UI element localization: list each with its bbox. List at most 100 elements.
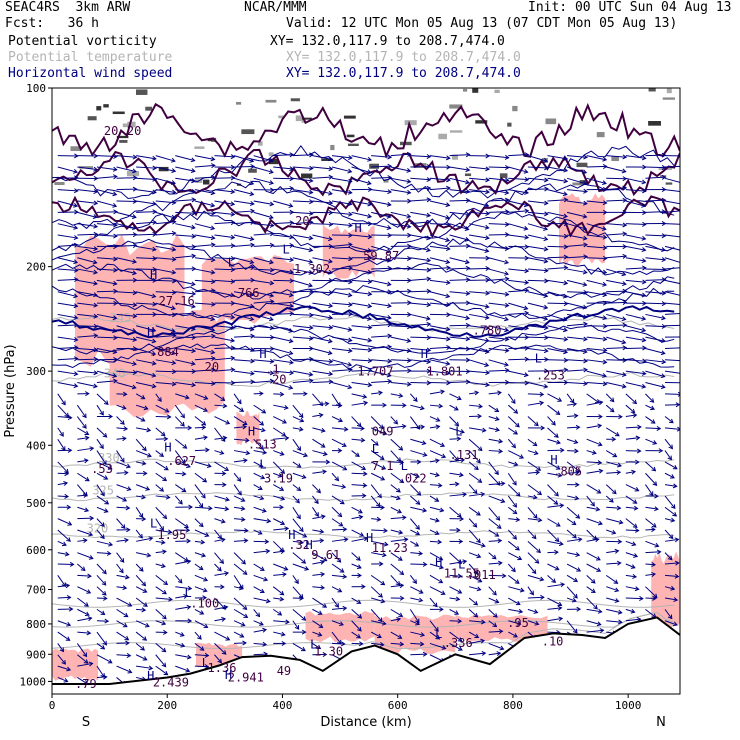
wind-arrowhead-1194	[263, 576, 269, 582]
wind-arrowhead-584	[230, 355, 236, 361]
wind-arrowhead-1234	[418, 589, 424, 594]
wind-arrow-1119	[664, 538, 679, 542]
wind-arrow-432	[371, 302, 392, 307]
wind-arrow-903	[194, 472, 207, 483]
wind-arrow-1121	[77, 552, 94, 559]
wind-arrowhead-186	[582, 213, 588, 219]
wind-arrow-1042	[409, 518, 420, 530]
wind-arrowhead-344	[544, 268, 549, 273]
wind-arrow-255	[664, 234, 680, 238]
wind-arrow-502	[488, 325, 509, 332]
wind-arrowhead-805	[163, 436, 169, 442]
wind-arrow-624	[371, 370, 391, 377]
wind-arrow-404	[449, 291, 470, 295]
wind-arrow-861	[625, 450, 641, 452]
wind-arrowhead-1128	[219, 559, 224, 565]
wind-arrowhead-485	[170, 328, 176, 334]
wind-arrowhead-1033	[240, 516, 246, 522]
wind-arrowhead-933	[159, 487, 165, 492]
wind-arrowhead-1344	[86, 630, 92, 636]
wind-arrow-248	[527, 234, 548, 240]
wind-arrow-1344	[77, 631, 91, 634]
strat-shade-20	[290, 98, 300, 102]
wind-arrow-747	[273, 416, 287, 424]
theta-contour-320	[52, 530, 675, 539]
wind-arrow-1357	[331, 631, 342, 645]
wind-arrowhead-691	[440, 389, 445, 395]
wind-arrowhead-25	[563, 155, 569, 161]
wind-arrow-1134	[331, 552, 342, 563]
wind-arrow-125	[625, 189, 646, 192]
wind-arrow-148	[449, 199, 470, 202]
wind-arrow-586	[253, 359, 274, 363]
wind-arrowhead-341	[485, 265, 491, 271]
wind-arrow-297	[233, 257, 254, 264]
wind-arrow-57	[547, 166, 568, 172]
wind-arrowhead-745	[242, 420, 248, 426]
wind-arrowhead-687	[362, 394, 368, 399]
annotation-label: L	[310, 637, 317, 651]
wind-arrow-282	[567, 244, 588, 247]
wind-arrow-1004	[292, 507, 301, 519]
wind-arrow-1160	[214, 563, 222, 572]
wind-arrowhead-882	[416, 459, 422, 465]
wind-arrowhead-885	[474, 465, 479, 471]
strat-shade-14	[321, 158, 333, 161]
wind-arrowhead-1326	[339, 621, 344, 627]
wind-arrowhead-360	[230, 279, 236, 284]
wind-arrowhead-1070	[342, 526, 348, 532]
wind-arrow-144	[371, 200, 391, 206]
wind-arrow-86	[488, 177, 509, 181]
wind-arrow-582	[175, 359, 195, 365]
wind-arrow-528	[371, 335, 392, 338]
wind-arrowhead-920	[535, 470, 541, 475]
wind-arrowhead-262	[191, 244, 197, 250]
wind-arrowhead-315	[602, 255, 608, 261]
wind-arrowhead-637	[641, 370, 647, 376]
wind-arrow-331	[273, 268, 294, 273]
wind-arrowhead-868	[141, 460, 147, 466]
wind-arrowhead-666	[583, 381, 589, 387]
wind-arrow-210	[410, 221, 431, 225]
wind-arrowhead-560	[387, 344, 393, 350]
wind-arrow-767	[664, 416, 674, 424]
wind-arrowhead-447	[681, 303, 685, 307]
wind-arrow-636	[606, 370, 626, 376]
wind-arrowhead-952	[537, 490, 543, 496]
wind-arrowhead-962	[104, 499, 110, 505]
wind-arrowhead-1124	[146, 552, 152, 558]
wind-arrowhead-1097	[243, 538, 249, 544]
wind-arrowhead-388	[151, 293, 157, 299]
wind-arrowhead-1297	[398, 612, 404, 617]
wind-arrow-1258	[253, 597, 270, 603]
wind-arrow-34	[96, 166, 117, 171]
wind-arrowhead-229	[171, 230, 177, 236]
plot-frame	[51, 87, 681, 695]
wind-arrowhead-474	[582, 314, 588, 320]
wind-arrow-185	[547, 211, 568, 218]
wind-arrowhead-1191	[203, 576, 209, 582]
wind-arrowhead-358	[190, 281, 196, 287]
wind-arrowhead-536	[544, 335, 549, 341]
wind-arrowhead-1294	[342, 605, 348, 611]
wind-arrow-176	[371, 211, 391, 218]
wind-arrow-474	[567, 313, 587, 318]
theta-low-0	[52, 599, 675, 608]
wind-arrow-83	[429, 177, 450, 181]
wind-arrow-202	[253, 223, 274, 227]
field-wind-name: Horizontal wind speed	[8, 66, 173, 81]
wind-arrow-441	[547, 302, 568, 305]
wind-arrow-881	[390, 461, 404, 464]
wind-arrowhead-689	[398, 393, 404, 399]
wind-arrowhead-825	[556, 439, 561, 445]
wind-arrowhead-886	[494, 470, 499, 476]
strat-shade-42	[346, 134, 355, 138]
wind-arrowhead-736	[67, 415, 73, 420]
wind-arrowhead-729	[555, 410, 561, 416]
wind-arrowhead-349	[642, 265, 647, 271]
wind-arrowhead-700	[609, 397, 615, 403]
wind-arrowhead-1208	[539, 576, 545, 582]
wind-arrowhead-248	[543, 236, 549, 242]
wind-arrowhead-1115	[594, 537, 600, 543]
wind-arrowhead-1127	[201, 552, 207, 558]
